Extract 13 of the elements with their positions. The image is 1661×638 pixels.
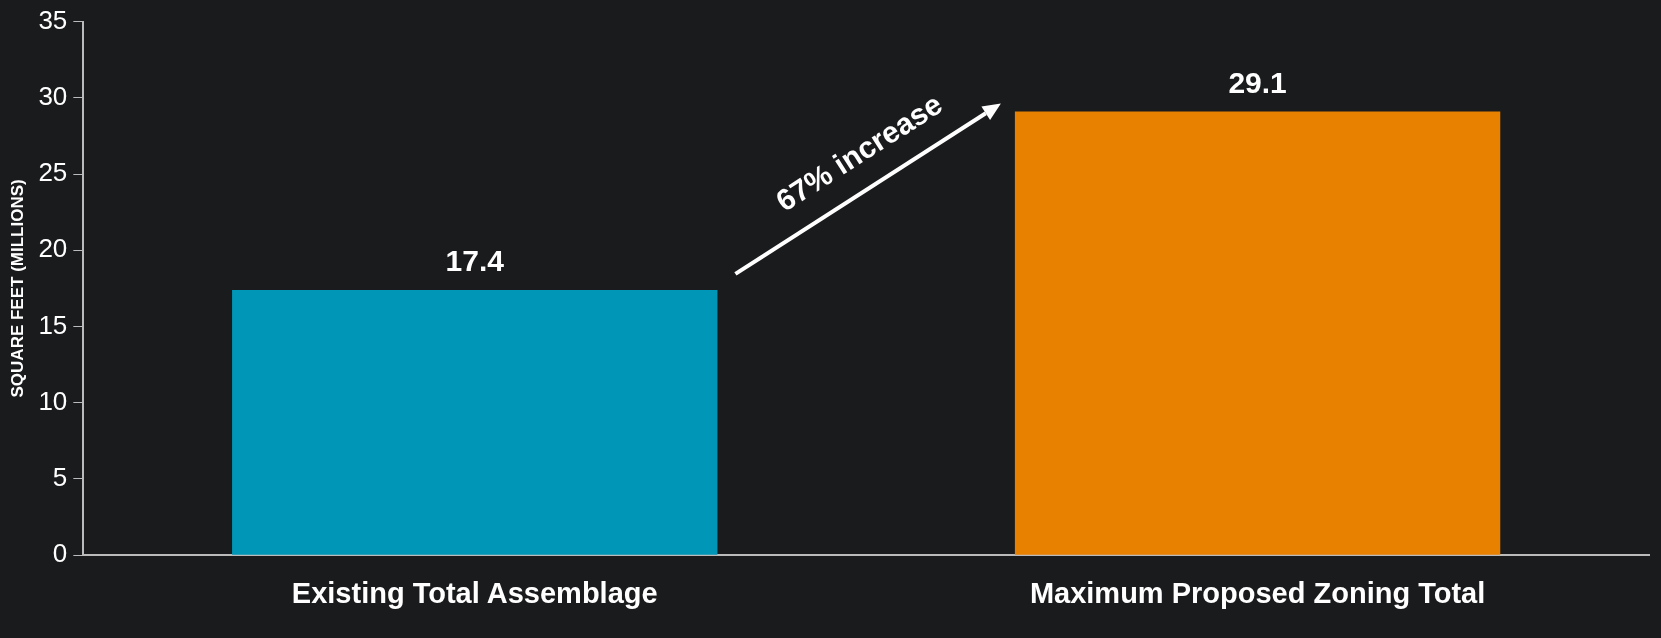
data-label: 29.1 bbox=[1228, 65, 1287, 99]
y-tick-label: 5 bbox=[52, 462, 68, 493]
y-tick-label: 20 bbox=[38, 233, 68, 264]
x-tick-label: Maximum Proposed Zoning Total bbox=[1029, 576, 1486, 609]
y-tick-label: 25 bbox=[38, 157, 68, 188]
data-label: 17.4 bbox=[445, 244, 505, 278]
y-tick-label: 10 bbox=[38, 385, 68, 416]
x-tick-label: Existing Total Assemblage bbox=[291, 576, 658, 609]
y-tick-label: 35 bbox=[38, 4, 68, 35]
y-axis-title: SQUARE FEET (MILLIONS) bbox=[7, 179, 27, 398]
y-tick-label: 0 bbox=[52, 538, 68, 569]
y-tick-label: 30 bbox=[38, 81, 68, 111]
y-tick-label: 15 bbox=[38, 309, 68, 340]
